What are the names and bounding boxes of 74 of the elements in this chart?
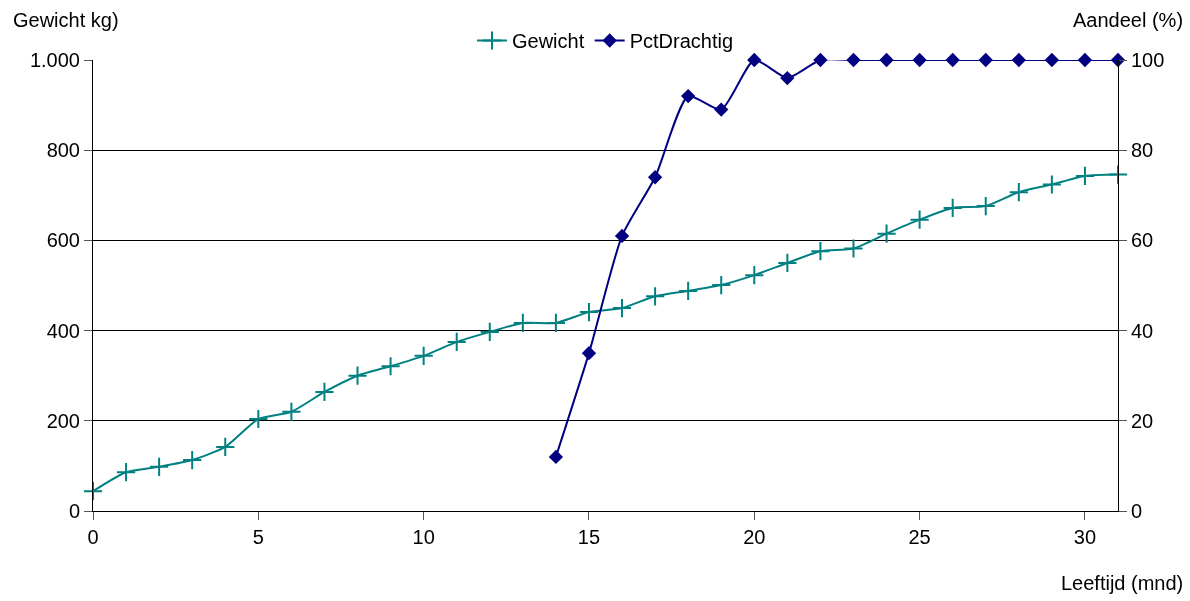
y-tick-label: 400 (46, 319, 80, 342)
y-tick-label: 600 (46, 229, 80, 252)
point (512, 312, 533, 334)
point (578, 302, 600, 323)
point (446, 331, 467, 352)
x-axis-title: Leeftijd (mnd) (1061, 572, 1184, 594)
point (413, 345, 434, 366)
point (645, 286, 666, 307)
point (1044, 52, 1060, 68)
point (876, 223, 897, 244)
point (912, 52, 927, 68)
x-tick-label: 30 (1073, 526, 1097, 548)
point (149, 456, 170, 477)
point (380, 356, 401, 377)
point (647, 170, 663, 185)
point (1011, 52, 1026, 68)
point (215, 436, 236, 458)
point (942, 197, 963, 219)
y2-tick-label: 60 (1131, 229, 1154, 252)
y2-tick-label: 0 (1131, 500, 1143, 522)
x-tick-label: 15 (577, 526, 601, 548)
point (909, 209, 930, 230)
point (545, 312, 566, 334)
x-tick-label: 10 (412, 526, 435, 548)
y2-tick-label: 20 (1131, 409, 1154, 432)
legend-label: PctDrachtig (629, 30, 734, 53)
y2-tick-label: 80 (1131, 139, 1154, 162)
y2-tick-label: 100 (1131, 49, 1165, 71)
point (879, 52, 894, 68)
x-tick-label: 0 (87, 526, 99, 548)
point (248, 408, 269, 430)
point (978, 52, 993, 68)
point (711, 274, 732, 296)
point (281, 401, 302, 422)
point (975, 196, 996, 217)
point (744, 265, 765, 286)
legend-label: Gewicht (512, 30, 585, 53)
point (813, 52, 828, 68)
point (1077, 52, 1093, 68)
x-tick-label: 5 (252, 526, 264, 548)
point (611, 297, 633, 319)
y-tick-label: 1.000 (29, 49, 80, 71)
point (479, 321, 500, 343)
y-tick-label: 0 (68, 500, 80, 522)
point (678, 280, 699, 302)
x-tick-label: 20 (743, 526, 766, 548)
point (747, 52, 762, 68)
point (548, 449, 564, 465)
y-tick-label: 200 (46, 409, 80, 432)
point (314, 381, 335, 403)
point (581, 346, 597, 361)
point (945, 52, 960, 68)
y-tick-label: 800 (46, 139, 80, 162)
point (681, 88, 696, 104)
point (810, 241, 831, 262)
y2-tick-label: 40 (1131, 319, 1154, 342)
point (714, 102, 729, 117)
point (347, 365, 368, 386)
point (777, 252, 798, 274)
point (1074, 165, 1096, 187)
point (82, 481, 104, 502)
y2-axis-title: Aandeel (%) (1073, 9, 1184, 31)
point (843, 238, 864, 259)
point (1107, 164, 1129, 185)
point (1041, 174, 1062, 195)
point (182, 449, 203, 471)
y-axis-title: Gewicht kg) (13, 9, 119, 31)
point (846, 52, 861, 68)
point (115, 462, 137, 483)
point (780, 70, 795, 86)
point (614, 228, 630, 244)
point (1008, 182, 1029, 203)
point (1110, 52, 1126, 68)
x-tick-label: 25 (908, 526, 931, 548)
